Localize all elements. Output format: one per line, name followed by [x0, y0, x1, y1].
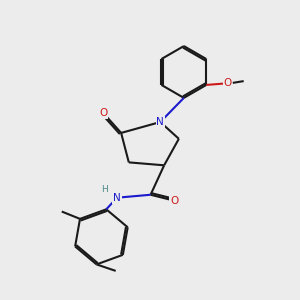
- Text: N: N: [113, 193, 121, 203]
- Text: O: O: [99, 108, 108, 118]
- Text: O: O: [170, 196, 178, 206]
- Text: H: H: [101, 185, 108, 194]
- Text: O: O: [224, 79, 232, 88]
- Text: N: N: [156, 117, 164, 127]
